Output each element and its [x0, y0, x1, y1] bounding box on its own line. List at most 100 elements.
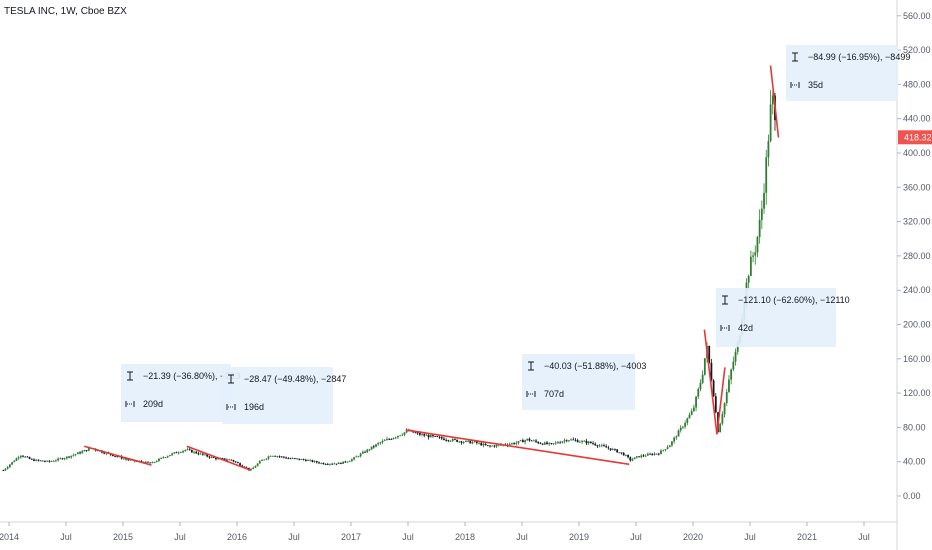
- candle-body: [13, 460, 16, 463]
- candle-body: [552, 443, 555, 444]
- measure-tool[interactable]: −84.99 (−16.95%), −8499 35d: [769, 45, 911, 138]
- candle-body: [517, 441, 520, 443]
- trend-line[interactable]: [769, 65, 780, 138]
- candle-body: [515, 442, 518, 445]
- candle-body: [403, 432, 406, 435]
- candle-body: [57, 458, 60, 461]
- current-price-label: 418.32: [904, 132, 932, 142]
- candle-body: [171, 453, 174, 456]
- candle-body: [425, 435, 428, 436]
- candle-body: [719, 423, 722, 433]
- candle-body: [197, 453, 200, 455]
- x-tick-label: 2016: [227, 532, 247, 542]
- candle-body: [625, 455, 627, 456]
- measure-duration: 196d: [244, 402, 264, 412]
- candle-body: [633, 457, 636, 460]
- candle-body: [421, 434, 423, 435]
- measure-tool[interactable]: −28.47 (−49.48%), −2847 196d: [186, 367, 347, 472]
- candle-body: [364, 451, 366, 453]
- candle-body: [263, 459, 266, 461]
- candle-body: [116, 456, 119, 458]
- measure-tool[interactable]: −40.03 (−51.88%), −4003 707d: [405, 354, 647, 466]
- candle-body: [76, 452, 79, 455]
- candle-body: [254, 466, 257, 468]
- candle-body: [640, 455, 643, 458]
- candle-body: [445, 439, 448, 441]
- candle-body: [491, 445, 494, 447]
- price-axis[interactable]: 560.00 520.00 480.00 440.00 400.00 360.00 320.…: [897, 11, 931, 501]
- candle-body: [511, 443, 513, 445]
- candle-body: [296, 458, 298, 460]
- candle-body: [366, 449, 369, 453]
- candle-body: [699, 382, 702, 390]
- measure-tool[interactable]: −121.10 (−62.60%), −12110 42d: [703, 288, 850, 435]
- candle-body: [313, 461, 316, 462]
- x-tick-label: 2015: [113, 532, 133, 542]
- candle-body: [359, 453, 362, 457]
- candle-body: [728, 379, 730, 392]
- candle-body: [346, 461, 349, 463]
- candle-body: [17, 457, 20, 459]
- trend-line[interactable]: [703, 329, 718, 435]
- candle-body: [291, 458, 294, 459]
- candle-body: [475, 441, 478, 443]
- y-tick-label: 120.00: [903, 388, 931, 398]
- candle-body: [688, 414, 691, 419]
- candle-body: [256, 463, 259, 467]
- candle-body: [340, 462, 342, 464]
- candle-body: [44, 461, 46, 462]
- candle-body: [377, 443, 380, 445]
- measure-duration: 42d: [738, 323, 753, 333]
- trend-line[interactable]: [84, 445, 152, 466]
- candle-body: [39, 460, 42, 462]
- candle-body: [609, 448, 612, 450]
- candle-body: [456, 439, 459, 442]
- candle-body: [524, 440, 526, 443]
- candle-body: [758, 219, 761, 237]
- candle-body: [8, 464, 11, 468]
- candle-body: [679, 427, 682, 431]
- candle-body: [169, 455, 171, 457]
- x-tick-label: Jul: [174, 532, 186, 542]
- y-tick-label: 80.00: [903, 422, 926, 432]
- candle-body: [576, 440, 579, 443]
- candle-body: [489, 445, 491, 447]
- candle-body: [122, 458, 125, 460]
- trend-line[interactable]: [186, 445, 251, 472]
- candle-body: [585, 440, 588, 444]
- candle-body: [52, 460, 55, 462]
- candle-body: [15, 458, 18, 461]
- candle-body: [335, 463, 338, 465]
- candle-body: [342, 461, 345, 464]
- measure-box: [222, 367, 333, 424]
- trend-line[interactable]: [716, 367, 726, 435]
- y-tick-label: 360.00: [903, 182, 931, 192]
- candle-body: [655, 453, 658, 455]
- candle-body: [677, 430, 680, 437]
- candle-body: [434, 436, 437, 437]
- candle-body: [592, 443, 594, 444]
- measure-tool[interactable]: −21.39 (−36.80%), −213 209d: [84, 364, 240, 466]
- candle-body: [372, 446, 375, 448]
- candle-body: [6, 467, 9, 469]
- candle-body: [184, 449, 187, 451]
- candle-body: [471, 442, 474, 444]
- candle-body: [304, 459, 307, 461]
- candle-body: [598, 445, 601, 447]
- candle-body: [697, 389, 700, 397]
- candle-body: [11, 462, 13, 465]
- candle-body: [149, 462, 152, 464]
- measure-tools[interactable]: −21.39 (−36.80%), −213 209d −28.47 (−49.48…: [84, 45, 911, 472]
- candle-body: [399, 435, 402, 437]
- candle-body: [572, 439, 575, 441]
- candle-body: [155, 461, 158, 462]
- candle-body: [383, 440, 386, 442]
- candle-body: [686, 418, 689, 423]
- measure-price-change: −121.10 (−62.60%), −12110: [738, 295, 850, 305]
- x-tick-label: Jul: [60, 532, 72, 542]
- trend-line[interactable]: [405, 429, 630, 466]
- candle-body: [528, 438, 531, 441]
- candle-body: [272, 455, 274, 457]
- time-axis[interactable]: 2014 Jul 2015 Jul 2016 Jul 2017 Jul 2018 Jul 2019 J…: [0, 522, 870, 542]
